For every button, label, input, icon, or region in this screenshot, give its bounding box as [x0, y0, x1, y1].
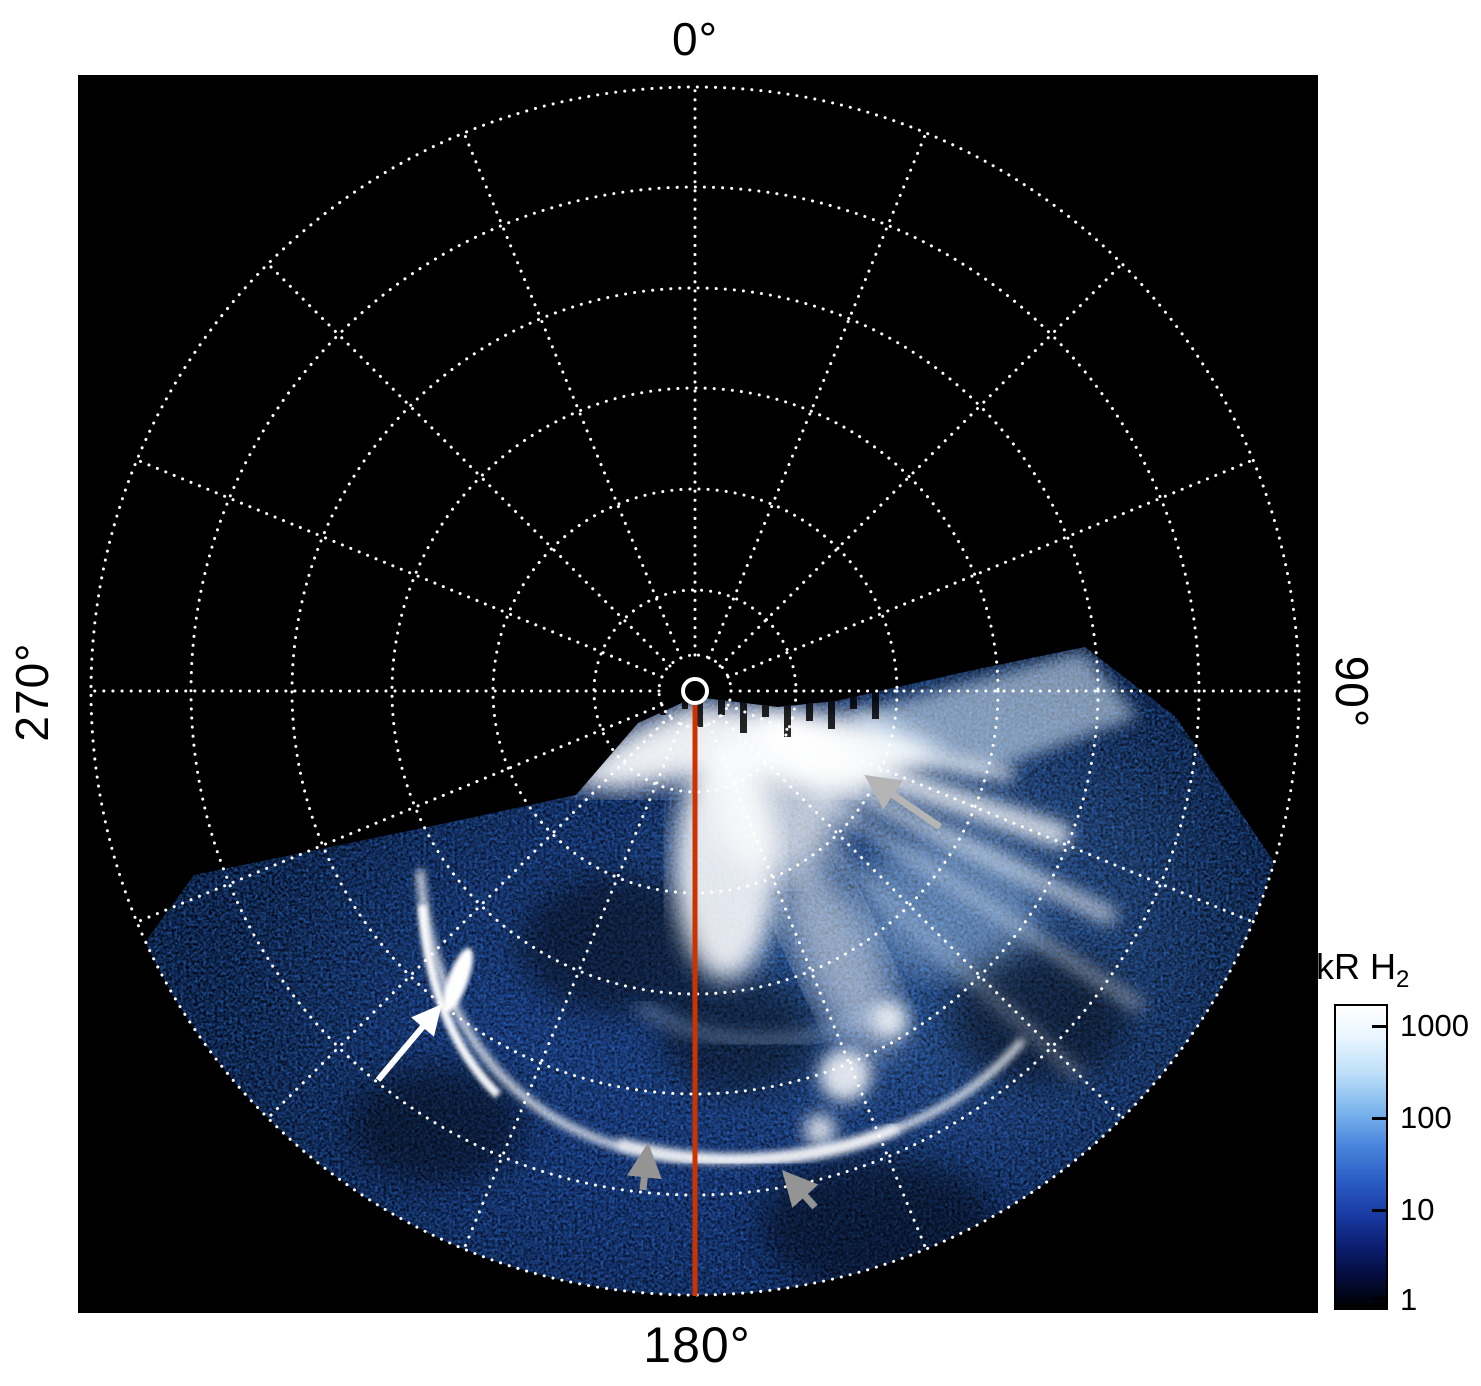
colorbar-gradient: [1334, 1004, 1388, 1310]
white-arrow-annotation: [375, 1004, 442, 1082]
aurora-polar-svg: [89, 85, 1301, 1297]
polar-plot-area: [78, 75, 1318, 1313]
colorbar-tick-mark: [1372, 1209, 1386, 1212]
polar-grid: [89, 85, 1301, 1297]
pole-marker: [681, 677, 709, 705]
colorbar-tick-1000: 1000: [1400, 1008, 1469, 1043]
colorbar-title-subscript: 2: [1396, 966, 1410, 994]
angle-label-270: 270°: [6, 642, 58, 742]
gray-arrow-annotation: [864, 775, 942, 830]
colorbar-tick-100: 100: [1400, 1100, 1452, 1135]
colorbar-tick-10: 10: [1400, 1192, 1435, 1227]
gray-arrowhead-bottom-center: [626, 1142, 662, 1191]
colorbar-title: kR H2: [1316, 946, 1409, 994]
colorbar-tick-mark: [1372, 1117, 1386, 1120]
angle-label-90: 90°: [1326, 655, 1378, 729]
colorbar-tick-mark: [1372, 1025, 1386, 1028]
colorbar-tick-mark: [1372, 1297, 1386, 1300]
gray-arrowhead-bottom-right: [781, 1170, 819, 1210]
angle-label-0: 0°: [672, 13, 718, 65]
colorbar-title-text: kR H: [1316, 946, 1396, 987]
angle-label-180: 180°: [643, 1317, 751, 1373]
colorbar-tick-1: 1: [1400, 1282, 1418, 1317]
